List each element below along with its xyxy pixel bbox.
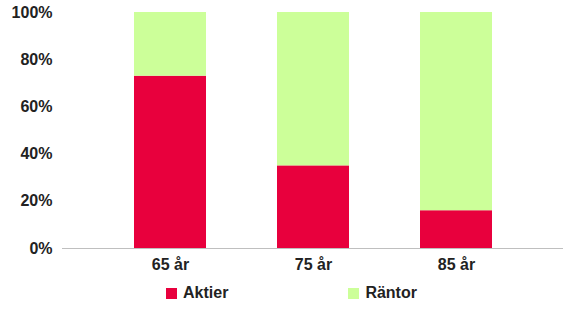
svg-text:100%: 100% [12, 4, 53, 21]
svg-text:85 år: 85 år [438, 256, 475, 273]
html-text:Aktier: Aktier [183, 284, 229, 301]
svg-text:20%: 20% [20, 192, 52, 209]
svg-text:80%: 80% [20, 51, 52, 68]
svg-text:65 år: 65 år [152, 256, 189, 273]
svg-text:0%: 0% [29, 240, 52, 257]
html-text:Räntor: Räntor [365, 284, 417, 301]
svg-text:75 år: 75 år [295, 256, 332, 273]
svg-text:60%: 60% [20, 98, 52, 115]
svg-text:40%: 40% [20, 145, 52, 162]
